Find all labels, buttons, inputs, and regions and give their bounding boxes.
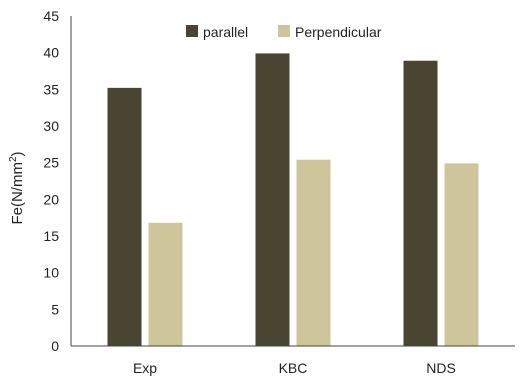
y-tick-label: 0	[51, 338, 59, 354]
y-tick-label: 35	[43, 81, 59, 97]
y-tick-label: 45	[43, 8, 59, 24]
y-tick-label: 25	[43, 155, 59, 171]
y-tick-label: 20	[43, 191, 59, 207]
bar-perpendicular-exp	[148, 222, 183, 346]
y-tick-label: 5	[51, 301, 59, 317]
x-tick-label: KBC	[279, 360, 308, 376]
legend-label-parallel: parallel	[203, 24, 248, 40]
y-tick-label: 40	[43, 45, 59, 61]
legend-swatch-parallel	[186, 25, 198, 37]
bar-perpendicular-kbc	[296, 159, 331, 346]
y-axis-title-close: )	[9, 151, 26, 156]
x-tick-label: NDS	[426, 360, 456, 376]
legend-label-perpendicular: Perpendicular	[295, 24, 382, 40]
y-axis-title-superscript: 2	[8, 156, 19, 162]
bar-parallel-kbc	[255, 53, 290, 347]
legend: parallel Perpendicular	[186, 24, 382, 40]
legend-swatch-perpendicular	[278, 25, 290, 37]
x-tick-label: Exp	[133, 360, 157, 376]
y-tick-label: 30	[43, 118, 59, 134]
bar-parallel-exp	[107, 87, 142, 346]
y-tick-label: 10	[43, 265, 59, 281]
bar-series	[107, 53, 479, 347]
bar-perpendicular-nds	[444, 163, 479, 346]
y-tick-label: 15	[43, 228, 59, 244]
bar-parallel-nds	[403, 60, 438, 346]
x-axis-tick-labels: Exp KBC NDS	[133, 360, 456, 376]
y-axis-title-main: Fe(N/mm	[9, 162, 26, 225]
y-axis-tick-labels: 0 5 10 15 20 25 30 35 40 45	[43, 8, 59, 354]
y-axis-title: Fe(N/mm2)	[8, 151, 26, 224]
